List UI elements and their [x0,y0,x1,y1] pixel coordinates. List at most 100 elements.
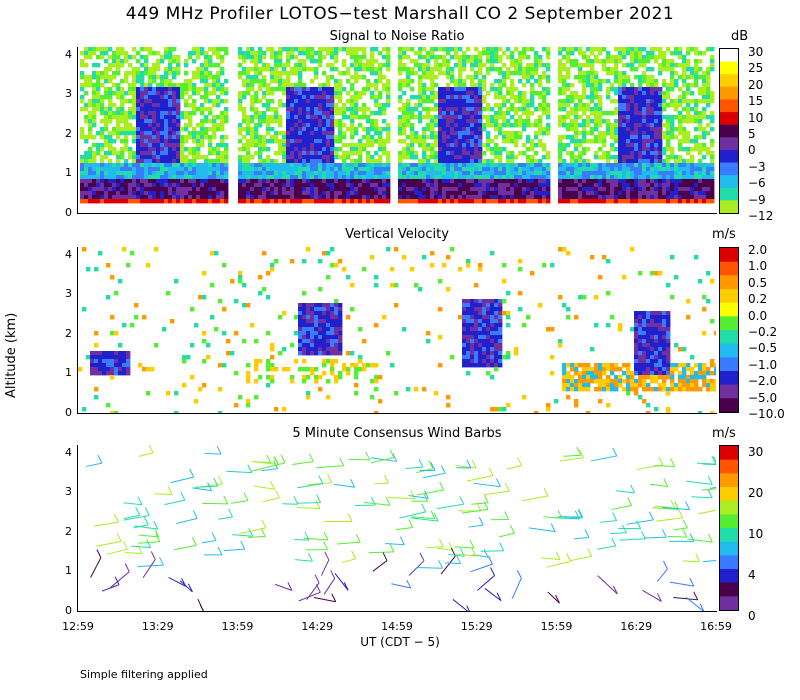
snr-cell [100,71,105,76]
snr-cell [204,135,209,140]
snr-cell [570,183,575,188]
snr-cell [462,103,467,108]
snr-cell [290,167,295,172]
snr-cell [172,67,177,72]
snr-cell [104,143,109,148]
snr-cell [302,99,307,104]
snr-cell [354,151,359,156]
snr-cell [534,51,539,56]
snr-cell [306,51,311,56]
snr-cell [140,191,145,196]
snr-cell [250,135,255,140]
snr-cell [100,183,105,188]
snr-cell [136,171,141,176]
snr-cell [262,111,267,116]
snr-cell [618,195,623,200]
snr-cell [466,183,471,188]
snr-cell [278,131,283,136]
snr-cell [634,159,639,164]
snr-cell [614,183,619,188]
snr-cell [470,155,475,160]
snr-cell [108,195,113,200]
snr-cell [200,167,205,172]
vv-cell [310,371,315,376]
snr-cell [546,155,551,160]
snr-cell [96,195,101,200]
snr-cell [686,135,691,140]
snr-cell [610,135,615,140]
snr-cell [354,59,359,64]
snr-cell [706,123,711,128]
snr-cell [642,183,647,188]
snr-cell [160,151,165,156]
snr-cell [286,111,291,116]
snr-cell [322,55,327,60]
snr-cell [470,127,475,132]
snr-cell [546,115,551,120]
snr-cell [598,135,603,140]
snr-cell [542,195,547,200]
snr-cell [346,79,351,84]
snr-cell [354,55,359,60]
snr-cell [458,83,463,88]
snr-cell [490,139,495,144]
snr-cell [246,51,251,56]
snr-cell [290,91,295,96]
snr-cell [582,91,587,96]
snr-cell [430,55,435,60]
snr-cell [306,119,311,124]
snr-cell [514,163,519,168]
snr-cell [310,163,315,168]
snr-cell [438,171,443,176]
snr-cell [354,67,359,72]
snr-cell [582,147,587,152]
vv-heatmap [78,247,716,413]
snr-cell [478,127,483,132]
snr-cell [710,67,715,72]
snr-cell [594,55,599,60]
snr-cell [458,163,463,168]
snr-cell [486,107,491,112]
snr-cell [358,167,363,172]
snr-cell [144,199,149,204]
snr-cell [566,75,571,80]
snr-cell [168,87,173,92]
snr-cell [188,167,193,172]
snr-cell [358,179,363,184]
snr-cell [278,71,283,76]
vv-cell [110,315,115,320]
snr-cell [530,103,535,108]
snr-cell [100,47,105,52]
snr-cell [614,187,619,192]
snr-cell [144,151,149,156]
snr-cell [176,151,181,156]
snr-cell [108,91,113,96]
snr-cell [152,171,157,176]
snr-cell [638,115,643,120]
snr-cell [654,103,659,108]
snr-cell [342,103,347,108]
vv-cell [114,355,119,360]
snr-cell [534,179,539,184]
snr-cell [96,143,101,148]
snr-cell [630,163,635,168]
snr-cell [330,139,335,144]
snr-cell [262,119,267,124]
snr-cell [586,147,591,152]
snr-cell [682,199,687,204]
snr-cell [254,143,259,148]
snr-cell [306,123,311,128]
snr-cell [270,87,275,92]
snr-cell [674,47,679,52]
snr-cell [598,123,603,128]
vv-cell [306,315,311,320]
snr-cell [196,163,201,168]
snr-cell [410,123,415,128]
snr-cell [338,179,343,184]
cb1-swatch [720,86,738,100]
cb1-swatch [720,187,738,201]
snr-cell [462,67,467,72]
snr-cell [176,87,181,92]
snr-cell [386,127,391,132]
snr-cell [132,175,137,180]
